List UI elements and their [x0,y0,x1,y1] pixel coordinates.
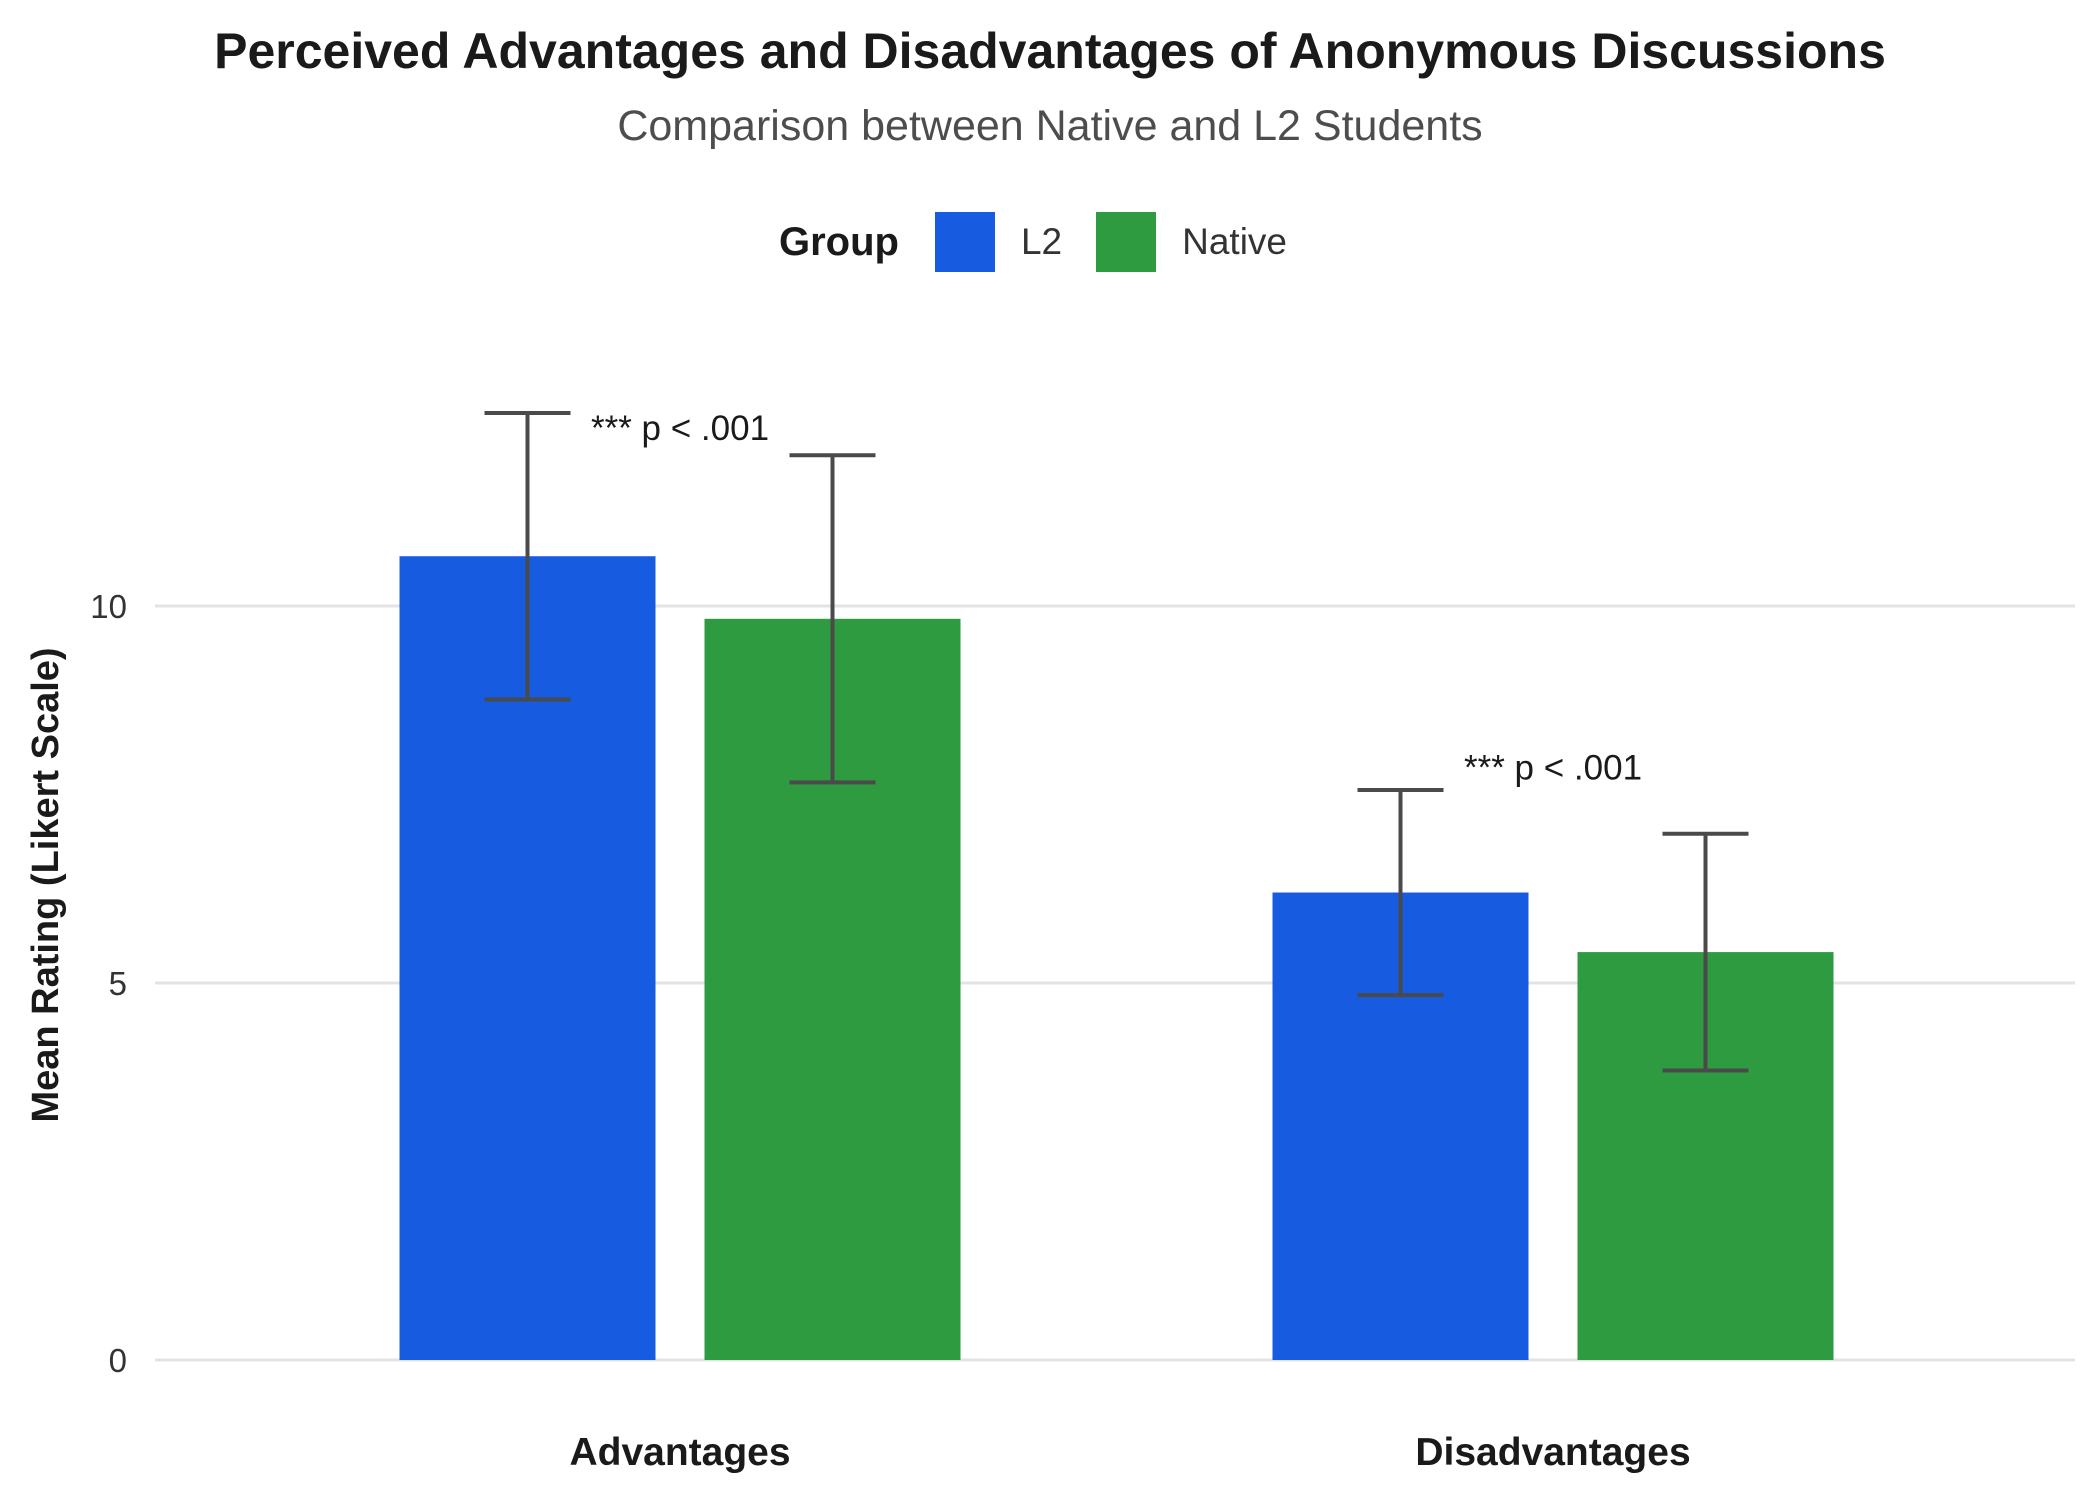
y-tick-label: 10 [90,588,127,625]
significance-annotation: *** p < .001 [1464,748,1642,787]
legend-label-l2: L2 [1020,221,1063,262]
y-tick-label: 0 [109,1342,127,1379]
significance-annotation: *** p < .001 [591,409,769,448]
x-tick-label-disadvantages: Disadvantages [1415,1431,1690,1474]
legend: Group L2 Native [0,212,2100,272]
legend-title: Group [778,219,899,264]
legend-swatch-native [1096,212,1157,272]
x-tick-label-advantages: Advantages [569,1431,790,1474]
y-axis-title: Mean Rating (Likert Scale) [25,647,67,1122]
legend-item-l2: L2 [934,212,1063,272]
y-tick-label: 5 [109,965,127,1002]
legend-item-native: Native [1096,212,1287,272]
legend-swatch-l2 [934,212,995,272]
chart-title: Perceived Advantages and Disadvantages o… [214,23,1886,79]
legend-label-native: Native [1182,221,1288,262]
chart-subtitle: Comparison between Native and L2 Student… [617,102,1483,150]
